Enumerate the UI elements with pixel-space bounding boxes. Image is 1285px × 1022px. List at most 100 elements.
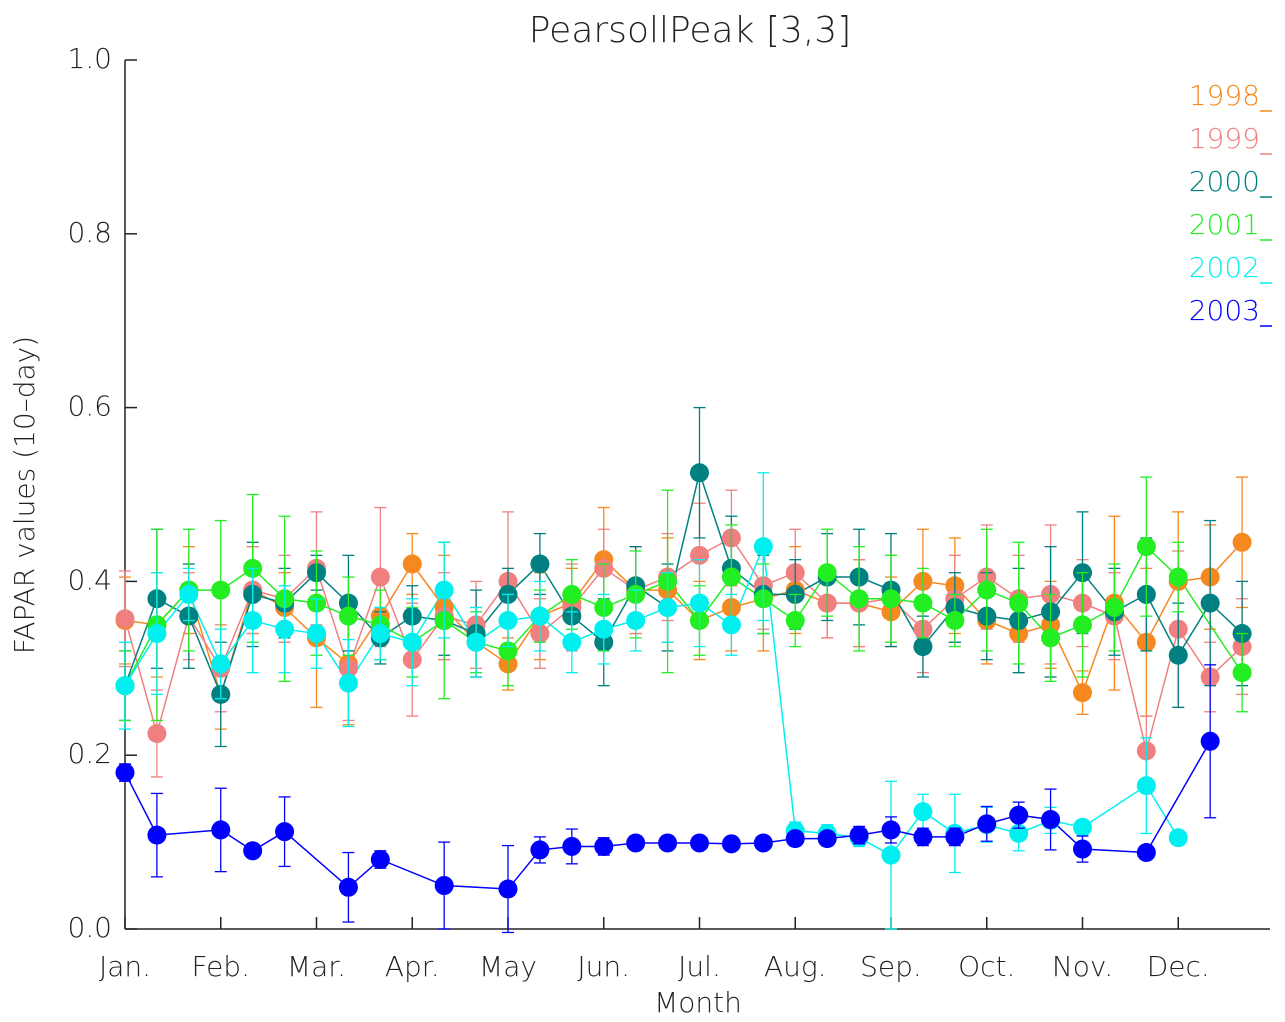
legend-label: 2001 bbox=[1189, 208, 1260, 241]
data-point bbox=[211, 654, 231, 674]
data-point bbox=[849, 825, 869, 845]
data-point bbox=[338, 877, 358, 897]
data-point bbox=[594, 836, 614, 856]
data-point bbox=[115, 763, 135, 783]
data-point bbox=[147, 624, 167, 644]
data-point bbox=[466, 632, 486, 652]
y-tick-label: 0.2 bbox=[67, 737, 112, 770]
data-point bbox=[849, 589, 869, 609]
data-point bbox=[1200, 593, 1220, 613]
x-tick-label: Sep. bbox=[860, 950, 922, 983]
legend-label: 2002 bbox=[1189, 251, 1260, 284]
data-point bbox=[498, 611, 518, 631]
x-tick-label: Jun. bbox=[577, 950, 630, 983]
data-point bbox=[1073, 683, 1092, 703]
data-point bbox=[1104, 597, 1124, 617]
data-point bbox=[243, 611, 263, 631]
data-point bbox=[690, 593, 709, 613]
data-point bbox=[530, 840, 550, 860]
data-point bbox=[881, 845, 901, 865]
data-point bbox=[913, 827, 933, 847]
data-point bbox=[1041, 810, 1061, 830]
data-point bbox=[402, 554, 422, 574]
data-point bbox=[370, 624, 390, 644]
x-tick-label: Feb. bbox=[192, 950, 250, 983]
data-point bbox=[1073, 839, 1092, 859]
series-line bbox=[124, 470, 1243, 697]
data-point bbox=[881, 589, 901, 609]
data-point bbox=[690, 833, 709, 853]
data-point bbox=[1009, 805, 1029, 825]
data-point bbox=[913, 802, 933, 822]
y-tick-label: 1.0 bbox=[67, 42, 112, 75]
data-point bbox=[1200, 731, 1220, 751]
x-tick-label: Mar. bbox=[287, 950, 346, 983]
chart-title: PearsollPeak [3,3] bbox=[529, 10, 852, 51]
x-tick-label: Nov. bbox=[1052, 950, 1113, 983]
data-point bbox=[658, 597, 678, 617]
series-line bbox=[124, 541, 1243, 697]
data-point bbox=[338, 673, 358, 693]
x-tick-label: Oct. bbox=[958, 950, 1015, 983]
data-point bbox=[1009, 593, 1029, 613]
y-tick-label: 0.6 bbox=[67, 390, 112, 423]
data-point bbox=[530, 554, 550, 574]
data-point bbox=[977, 580, 997, 600]
data-point bbox=[658, 833, 678, 853]
data-point bbox=[913, 593, 933, 613]
data-point bbox=[1041, 628, 1061, 648]
data-point bbox=[275, 822, 295, 842]
data-point bbox=[881, 820, 901, 840]
data-point bbox=[211, 580, 231, 600]
data-point bbox=[370, 567, 390, 587]
data-point bbox=[1232, 532, 1252, 552]
y-tick-label: 0.0 bbox=[67, 911, 112, 944]
data-point bbox=[1232, 663, 1252, 683]
data-point bbox=[721, 834, 741, 854]
data-point bbox=[1168, 645, 1188, 665]
data-point bbox=[179, 584, 199, 604]
data-point bbox=[562, 836, 582, 856]
data-point bbox=[370, 849, 390, 869]
data-point bbox=[1136, 776, 1156, 796]
data-point bbox=[147, 723, 167, 743]
data-point bbox=[115, 676, 135, 696]
data-point bbox=[1136, 843, 1156, 863]
data-point bbox=[402, 632, 422, 652]
data-point bbox=[530, 606, 550, 626]
data-point bbox=[753, 833, 773, 853]
data-point bbox=[721, 567, 741, 587]
data-point bbox=[434, 580, 454, 600]
data-point bbox=[498, 879, 518, 899]
legend-label: 1998 bbox=[1189, 79, 1260, 112]
data-point bbox=[1073, 817, 1092, 837]
y-axis-label: FAPAR values (10–day) bbox=[8, 336, 41, 654]
legend-label: 2003 bbox=[1189, 294, 1260, 327]
data-point bbox=[945, 827, 965, 847]
data-point bbox=[690, 463, 709, 483]
x-tick-label: Jul. bbox=[678, 950, 721, 983]
data-point bbox=[307, 624, 326, 644]
data-point bbox=[753, 537, 773, 557]
data-point bbox=[562, 584, 582, 604]
x-tick-label: Jan. bbox=[99, 950, 151, 983]
y-tick-label: 0.4 bbox=[67, 563, 112, 596]
data-point bbox=[147, 825, 167, 845]
data-point bbox=[115, 609, 135, 629]
data-point bbox=[1136, 537, 1156, 557]
data-point bbox=[626, 833, 646, 853]
x-tick-label: Dec. bbox=[1147, 950, 1210, 983]
y-tick-label: 0.8 bbox=[67, 216, 112, 249]
data-point bbox=[913, 637, 933, 657]
data-point bbox=[1168, 567, 1188, 587]
data-point bbox=[1073, 615, 1092, 635]
data-point bbox=[626, 611, 646, 631]
data-point bbox=[562, 632, 582, 652]
data-point bbox=[721, 615, 741, 635]
data-point bbox=[211, 820, 231, 840]
x-tick-label: May bbox=[479, 950, 537, 983]
data-point bbox=[338, 606, 358, 626]
data-point bbox=[1168, 828, 1188, 848]
legend-label: 1999 bbox=[1189, 122, 1260, 155]
